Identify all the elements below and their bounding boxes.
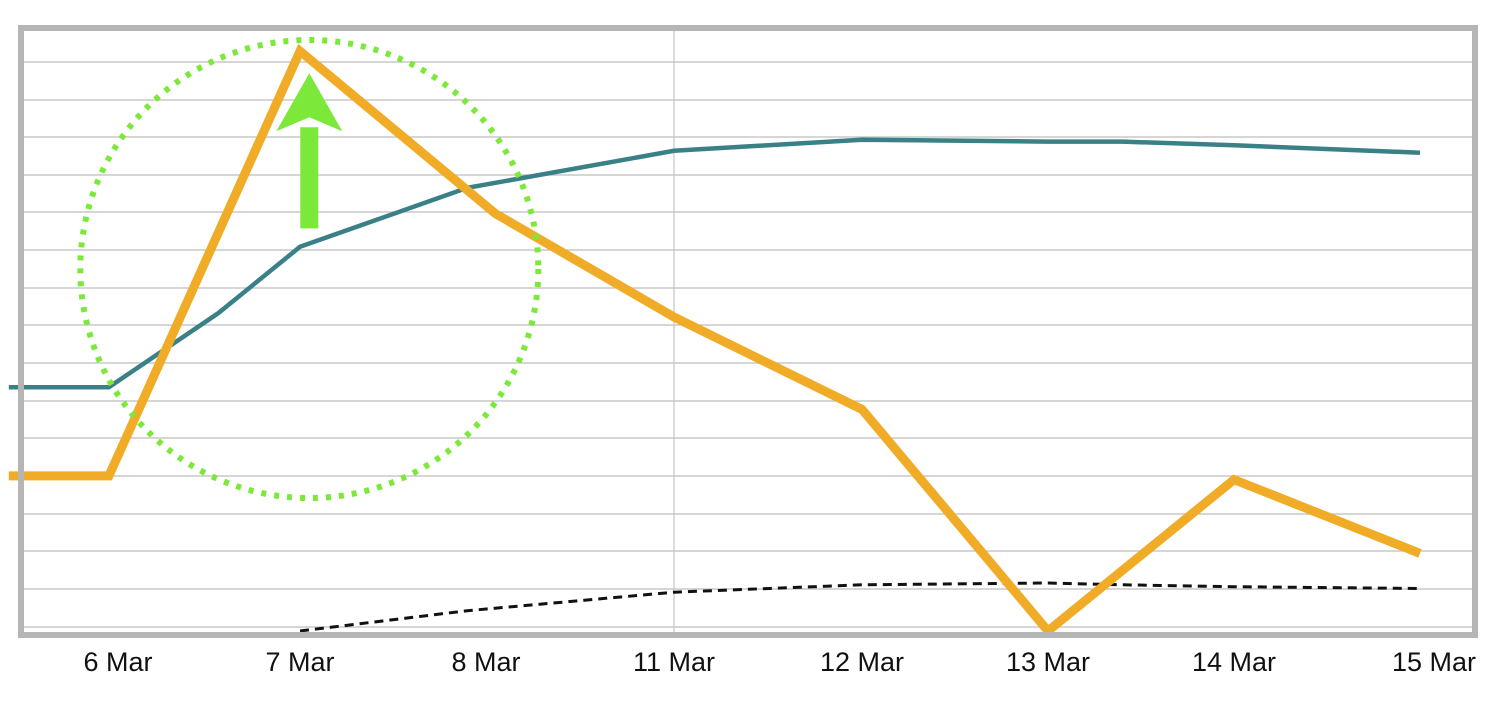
x-tick-label: 12 Mar: [820, 647, 904, 677]
x-tick-label: 8 Mar: [451, 647, 520, 677]
series-layer: [8, 43, 1422, 638]
plot-frame: [18, 25, 1478, 638]
x-tick-label: 11 Mar: [633, 647, 715, 677]
x-tick-label: 6 Mar: [83, 647, 152, 677]
highlight-circle: [77, 37, 542, 502]
series-line-3: [299, 581, 1421, 633]
x-tick-label: 15 Mar: [1392, 647, 1476, 677]
x-tick-label: 13 Mar: [1006, 647, 1090, 677]
x-tick-label: 14 Mar: [1192, 647, 1276, 677]
x-tick-label: 7 Mar: [265, 647, 334, 677]
series-line-1: [8, 43, 1422, 638]
arrow-head: [276, 73, 343, 132]
arrow-shaft: [300, 127, 319, 229]
x-axis-ticks: 6 Mar 7 Mar 8 Mar 11 Mar 12 Mar 13 Mar 14 Mar 1…: [83, 647, 1476, 677]
arrow-up-icon: [276, 73, 343, 229]
annotation-layer: [77, 37, 542, 502]
series-line-2: [8, 137, 1421, 390]
